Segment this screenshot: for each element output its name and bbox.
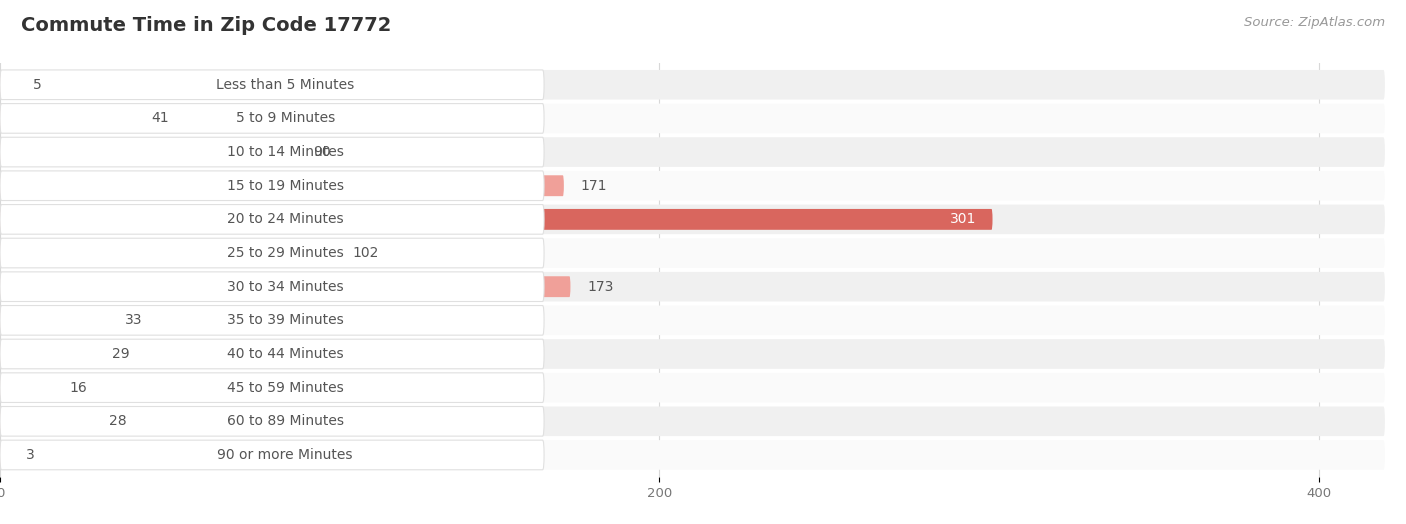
FancyBboxPatch shape	[0, 243, 336, 264]
FancyBboxPatch shape	[0, 141, 297, 162]
FancyBboxPatch shape	[0, 171, 544, 201]
Text: 90: 90	[314, 145, 330, 159]
FancyBboxPatch shape	[0, 70, 544, 100]
Text: 40 to 44 Minutes: 40 to 44 Minutes	[226, 347, 343, 361]
FancyBboxPatch shape	[0, 440, 544, 470]
Text: 41: 41	[152, 112, 169, 125]
Text: Source: ZipAtlas.com: Source: ZipAtlas.com	[1244, 16, 1385, 29]
FancyBboxPatch shape	[0, 276, 571, 297]
FancyBboxPatch shape	[0, 272, 544, 301]
Text: 35 to 39 Minutes: 35 to 39 Minutes	[226, 313, 343, 328]
FancyBboxPatch shape	[0, 137, 1385, 167]
Text: 15 to 19 Minutes: 15 to 19 Minutes	[226, 179, 343, 193]
Text: 30 to 34 Minutes: 30 to 34 Minutes	[226, 280, 343, 293]
FancyBboxPatch shape	[0, 137, 544, 167]
FancyBboxPatch shape	[0, 204, 1385, 234]
Text: 33: 33	[125, 313, 143, 328]
Text: 25 to 29 Minutes: 25 to 29 Minutes	[226, 246, 343, 260]
FancyBboxPatch shape	[0, 310, 108, 331]
FancyBboxPatch shape	[0, 272, 1385, 301]
FancyBboxPatch shape	[0, 238, 1385, 268]
Text: 5 to 9 Minutes: 5 to 9 Minutes	[236, 112, 335, 125]
FancyBboxPatch shape	[0, 339, 544, 369]
Text: 5: 5	[32, 78, 42, 92]
Text: 301: 301	[949, 212, 976, 226]
Text: 60 to 89 Minutes: 60 to 89 Minutes	[226, 414, 343, 428]
FancyBboxPatch shape	[0, 209, 993, 230]
FancyBboxPatch shape	[0, 104, 1385, 133]
Text: 20 to 24 Minutes: 20 to 24 Minutes	[226, 212, 343, 226]
Text: 3: 3	[27, 448, 35, 462]
FancyBboxPatch shape	[0, 305, 544, 335]
Text: 173: 173	[586, 280, 613, 293]
FancyBboxPatch shape	[0, 440, 1385, 470]
FancyBboxPatch shape	[0, 104, 544, 133]
FancyBboxPatch shape	[0, 238, 544, 268]
Text: 45 to 59 Minutes: 45 to 59 Minutes	[226, 380, 343, 395]
Text: 16: 16	[69, 380, 87, 395]
FancyBboxPatch shape	[0, 344, 96, 364]
Text: 171: 171	[581, 179, 607, 193]
FancyBboxPatch shape	[0, 373, 1385, 402]
FancyBboxPatch shape	[0, 176, 564, 196]
FancyBboxPatch shape	[0, 204, 544, 234]
Text: Less than 5 Minutes: Less than 5 Minutes	[217, 78, 354, 92]
FancyBboxPatch shape	[0, 407, 544, 436]
FancyBboxPatch shape	[0, 70, 1385, 100]
FancyBboxPatch shape	[0, 74, 17, 95]
FancyBboxPatch shape	[0, 339, 1385, 369]
FancyBboxPatch shape	[0, 411, 93, 432]
FancyBboxPatch shape	[0, 377, 53, 398]
Text: 102: 102	[353, 246, 380, 260]
FancyBboxPatch shape	[0, 108, 135, 129]
Text: 28: 28	[108, 414, 127, 428]
FancyBboxPatch shape	[0, 407, 1385, 436]
FancyBboxPatch shape	[0, 305, 1385, 335]
Text: 10 to 14 Minutes: 10 to 14 Minutes	[226, 145, 343, 159]
FancyBboxPatch shape	[0, 373, 544, 402]
Text: 90 or more Minutes: 90 or more Minutes	[218, 448, 353, 462]
FancyBboxPatch shape	[0, 171, 1385, 201]
FancyBboxPatch shape	[0, 444, 10, 465]
Text: Commute Time in Zip Code 17772: Commute Time in Zip Code 17772	[21, 16, 391, 35]
Text: 29: 29	[112, 347, 129, 361]
